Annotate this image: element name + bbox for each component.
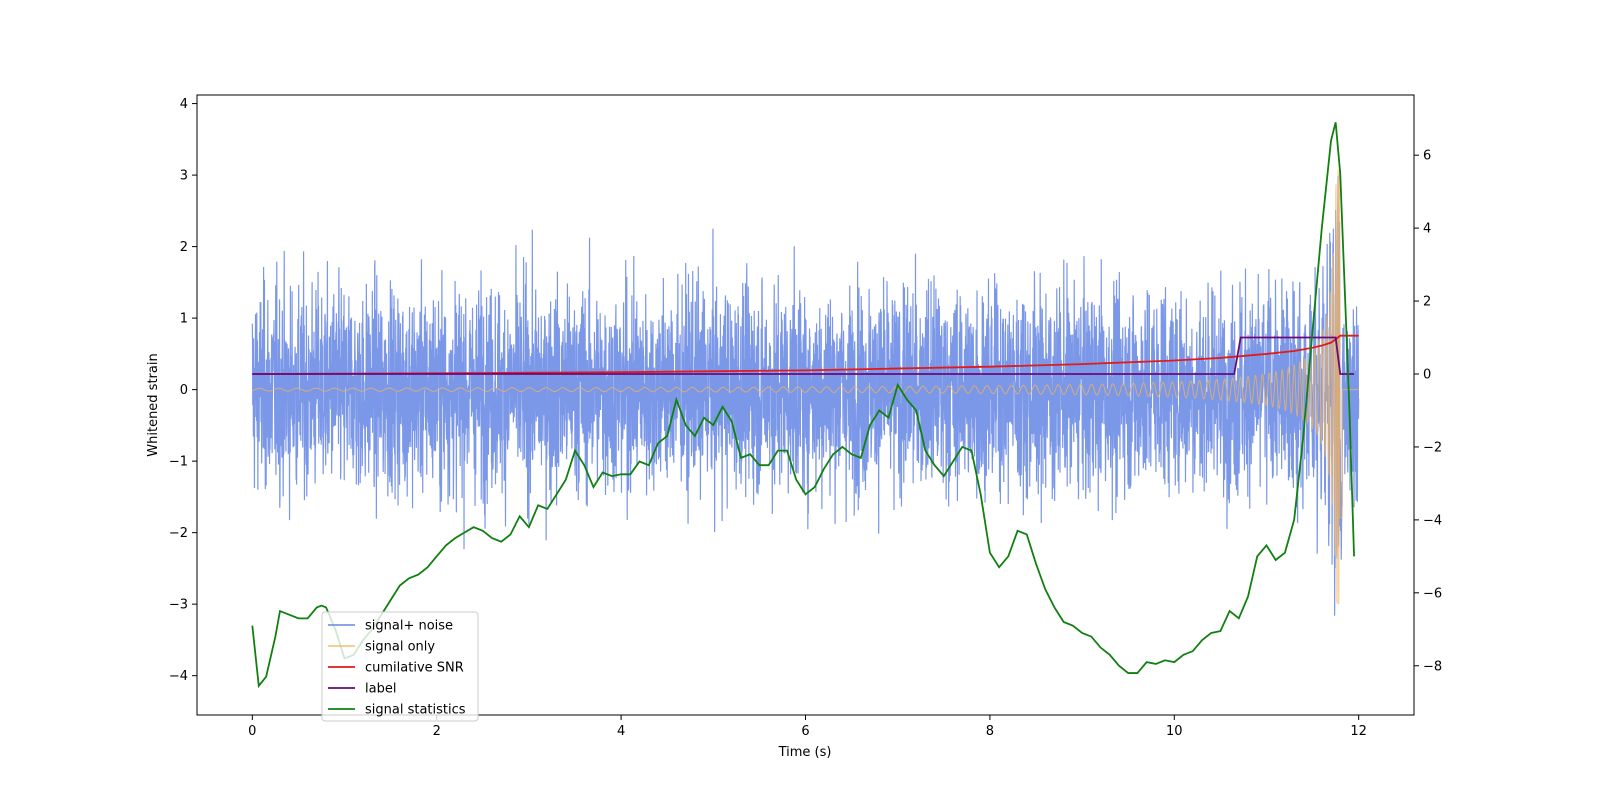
y-tick-right-label: −2: [1423, 440, 1442, 455]
x-axis-label: Time (s): [778, 745, 832, 760]
y-tick-right-label: 4: [1423, 222, 1431, 237]
legend-label: label: [365, 682, 396, 697]
y-tick-left-label: −4: [169, 669, 188, 684]
x-tick-label: 2: [433, 724, 441, 739]
y-tick-right-label: 2: [1423, 295, 1431, 310]
y-tick-left-label: −3: [169, 598, 188, 613]
x-tick-label: 12: [1350, 724, 1367, 739]
x-tick-label: 6: [801, 724, 809, 739]
y-tick-right-label: 0: [1423, 368, 1431, 383]
signal-only-series: [252, 167, 1359, 605]
stats-series: [251, 122, 1355, 689]
snr-line: [252, 334, 1359, 375]
legend-label: cumilative SNR: [365, 661, 464, 676]
y-tick-left-label: 1: [180, 312, 188, 327]
legend-box: [321, 611, 479, 722]
x-tick-label: 4: [617, 724, 625, 739]
legend: signal+ noise signal only cumilative SNR la…: [321, 611, 479, 722]
y-tick-left-label: 2: [180, 240, 188, 255]
y-tick-left-label: 3: [180, 169, 188, 184]
y-tick-right-label: −8: [1423, 659, 1442, 674]
y-axis-left: −4 −3 −2 −1 0 1 2 3 4: [169, 97, 197, 684]
stats-line: [251, 122, 1355, 689]
x-tick-label: 10: [1166, 724, 1183, 739]
legend-label: signal statistics: [365, 703, 466, 718]
signal-only-line: [252, 167, 1359, 605]
label-series: [252, 336, 1355, 375]
legend-label: signal only: [365, 640, 435, 655]
y-tick-left-label: 4: [180, 97, 188, 112]
label-line: [252, 336, 1355, 375]
y-axis-label: Whitened strain: [146, 353, 161, 456]
x-tick-label: 0: [248, 724, 256, 739]
y-axis-right: −8 −6 −4 −2 0 2 4 6: [1414, 149, 1442, 674]
y-tick-right-label: 6: [1423, 149, 1431, 164]
snr-series: [252, 334, 1359, 375]
y-tick-left-label: −2: [169, 526, 188, 541]
y-tick-left-label: 0: [180, 383, 188, 398]
x-tick-label: 8: [986, 724, 994, 739]
y-tick-left-label: −1: [169, 455, 188, 470]
legend-label: signal+ noise: [365, 619, 453, 634]
y-tick-right-label: −6: [1423, 586, 1442, 601]
y-tick-right-label: −4: [1423, 513, 1442, 528]
